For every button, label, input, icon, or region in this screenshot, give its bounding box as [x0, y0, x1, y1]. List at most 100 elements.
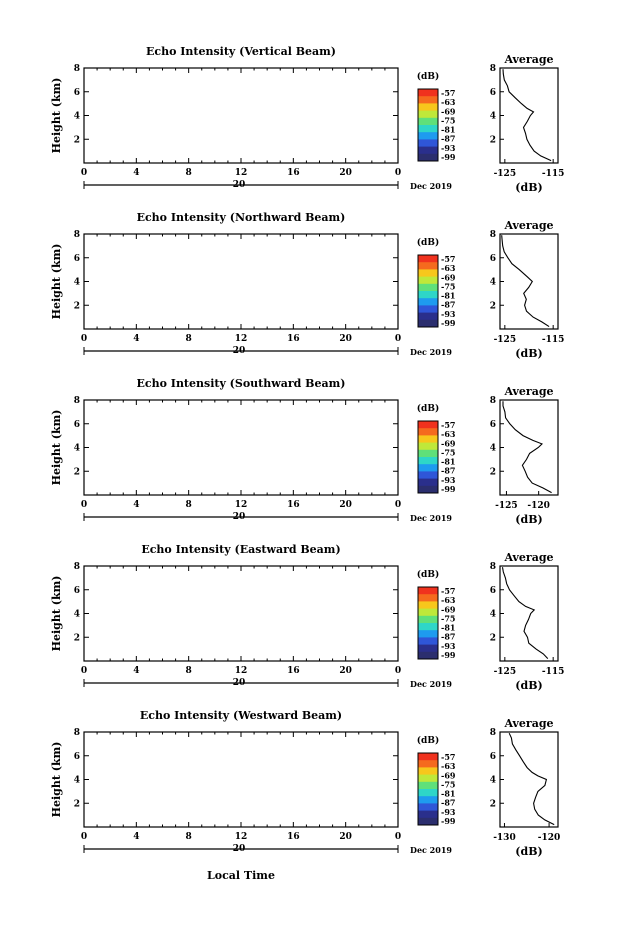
colorbar-swatch	[418, 139, 438, 147]
x-tick-label: 0	[81, 832, 87, 842]
colorbar-swatch	[418, 781, 438, 790]
average-profile-line	[502, 401, 552, 494]
colorbar-swatch	[418, 442, 438, 451]
x-tick-label: 4	[133, 334, 139, 344]
average-title: Average	[503, 717, 553, 730]
colorbar-tick-label: -93	[441, 143, 456, 153]
colorbar-tick-label: -99	[441, 816, 456, 826]
y-tick-label: 2	[74, 301, 80, 311]
colorbar-swatch	[418, 796, 438, 804]
y-tick-label: 4	[74, 610, 80, 620]
x-tick-label: 8	[186, 334, 192, 344]
colorbar-swatch	[418, 153, 438, 162]
average-frame	[499, 233, 559, 330]
x-tick-label: 8	[186, 832, 192, 842]
colorbar-unit: (dB)	[417, 569, 439, 580]
date-label: Dec 2019	[410, 679, 452, 689]
y-tick-label: 6	[74, 586, 80, 596]
x-tick-label: 0	[395, 832, 401, 842]
avg-y-tick-label: 2	[490, 633, 496, 643]
x-tick-label: 0	[395, 334, 401, 344]
colorbar-tick-label: -75	[441, 115, 455, 125]
colorbar-swatch	[418, 464, 438, 472]
colorbar-swatch	[418, 774, 438, 783]
colorbar-tick-label: -75	[441, 281, 455, 291]
panel-title: Echo Intensity (Eastward Beam)	[141, 543, 340, 556]
avg-y-tick-label: 2	[490, 135, 496, 145]
colorbar-frame	[417, 586, 439, 660]
colorbar-swatch	[418, 478, 438, 487]
colorbar-tick-label: -63	[441, 97, 456, 107]
x-tick-label: 4	[133, 832, 139, 842]
avg-y-tick-label: 6	[490, 586, 496, 596]
colorbar-swatch	[418, 110, 438, 119]
avg-y-tick-label: 6	[490, 254, 496, 264]
avg-y-tick-label: 8	[490, 396, 496, 406]
y-tick-label: 4	[74, 112, 80, 122]
avg-y-tick-label: 2	[490, 301, 496, 311]
x-tick-label: 20	[339, 832, 352, 842]
avg-y-tick-label: 4	[490, 610, 496, 620]
colorbar-swatch	[418, 651, 438, 660]
colorbar-swatch	[418, 305, 438, 313]
colorbar-tick-label: -69	[441, 438, 456, 448]
avg-x-label: (dB)	[515, 845, 542, 858]
avg-y-tick-label: 6	[490, 88, 496, 98]
local-time-label: Local Time	[207, 869, 275, 882]
colorbar-frame	[417, 420, 439, 494]
colorbar-swatch	[418, 319, 438, 328]
average-frame	[499, 399, 559, 496]
colorbar-tick-label: -81	[441, 291, 455, 301]
colorbar-swatch	[418, 269, 438, 277]
y-axis-label: Height (km)	[50, 78, 63, 154]
avg-y-tick-label: 6	[490, 420, 496, 430]
colorbar-tick-label: -69	[441, 604, 456, 614]
x-tick-label: 0	[81, 500, 87, 510]
avg-y-tick-label: 8	[490, 64, 496, 74]
panel-title: Echo Intensity (Southward Beam)	[137, 377, 346, 390]
x-tick-label: 16	[287, 334, 300, 344]
colorbar-swatch	[418, 753, 438, 761]
colorbar-swatch	[418, 89, 438, 97]
colorbar-swatch	[418, 471, 438, 479]
x-tick-label: 16	[287, 168, 300, 178]
colorbar-tick-label: -87	[441, 798, 455, 808]
colorbar-swatch	[418, 630, 438, 638]
colorbar-swatch	[418, 817, 438, 826]
avg-x-tick-label: -115	[542, 335, 565, 345]
colorbar-tick-label: -93	[441, 641, 456, 651]
x-tick-label: 4	[133, 500, 139, 510]
avg-y-tick-label: 4	[490, 776, 496, 786]
y-tick-label: 2	[74, 633, 80, 643]
y-tick-label: 6	[74, 752, 80, 762]
average-title: Average	[503, 385, 553, 398]
colorbar-tick-label: -99	[441, 650, 456, 660]
y-tick-label: 6	[74, 88, 80, 98]
x-tick-label: 0	[395, 168, 401, 178]
y-tick-label: 8	[74, 562, 80, 572]
colorbar-swatch	[418, 803, 438, 811]
x-tick-label: 20	[339, 500, 352, 510]
colorbar-swatch	[418, 760, 438, 768]
average-title: Average	[503, 53, 553, 66]
colorbar-unit: (dB)	[417, 237, 439, 248]
y-tick-label: 8	[74, 230, 80, 240]
plot-frame	[83, 399, 399, 496]
avg-y-tick-label: 8	[490, 728, 496, 738]
avg-x-tick-label: -125	[495, 501, 518, 511]
colorbar-swatch	[418, 96, 438, 104]
avg-y-tick-label: 4	[490, 444, 496, 454]
colorbar-swatch	[418, 457, 438, 465]
panel-0: Echo Intensity (Vertical Beam) 0 4 8 12 16 20 0…	[50, 45, 564, 194]
colorbar-unit: (dB)	[417, 403, 439, 414]
colorbar-tick-label: -99	[441, 484, 456, 494]
avg-x-label: (dB)	[515, 513, 542, 526]
y-tick-label: 2	[74, 135, 80, 145]
colorbar-frame	[417, 752, 439, 826]
colorbar-tick-label: -57	[441, 752, 455, 762]
y-tick-label: 6	[74, 254, 80, 264]
colorbar-tick-label: -81	[441, 125, 455, 135]
colorbar-swatch	[418, 637, 438, 645]
avg-y-tick-label: 8	[490, 230, 496, 240]
colorbar-tick-label: -57	[441, 420, 455, 430]
